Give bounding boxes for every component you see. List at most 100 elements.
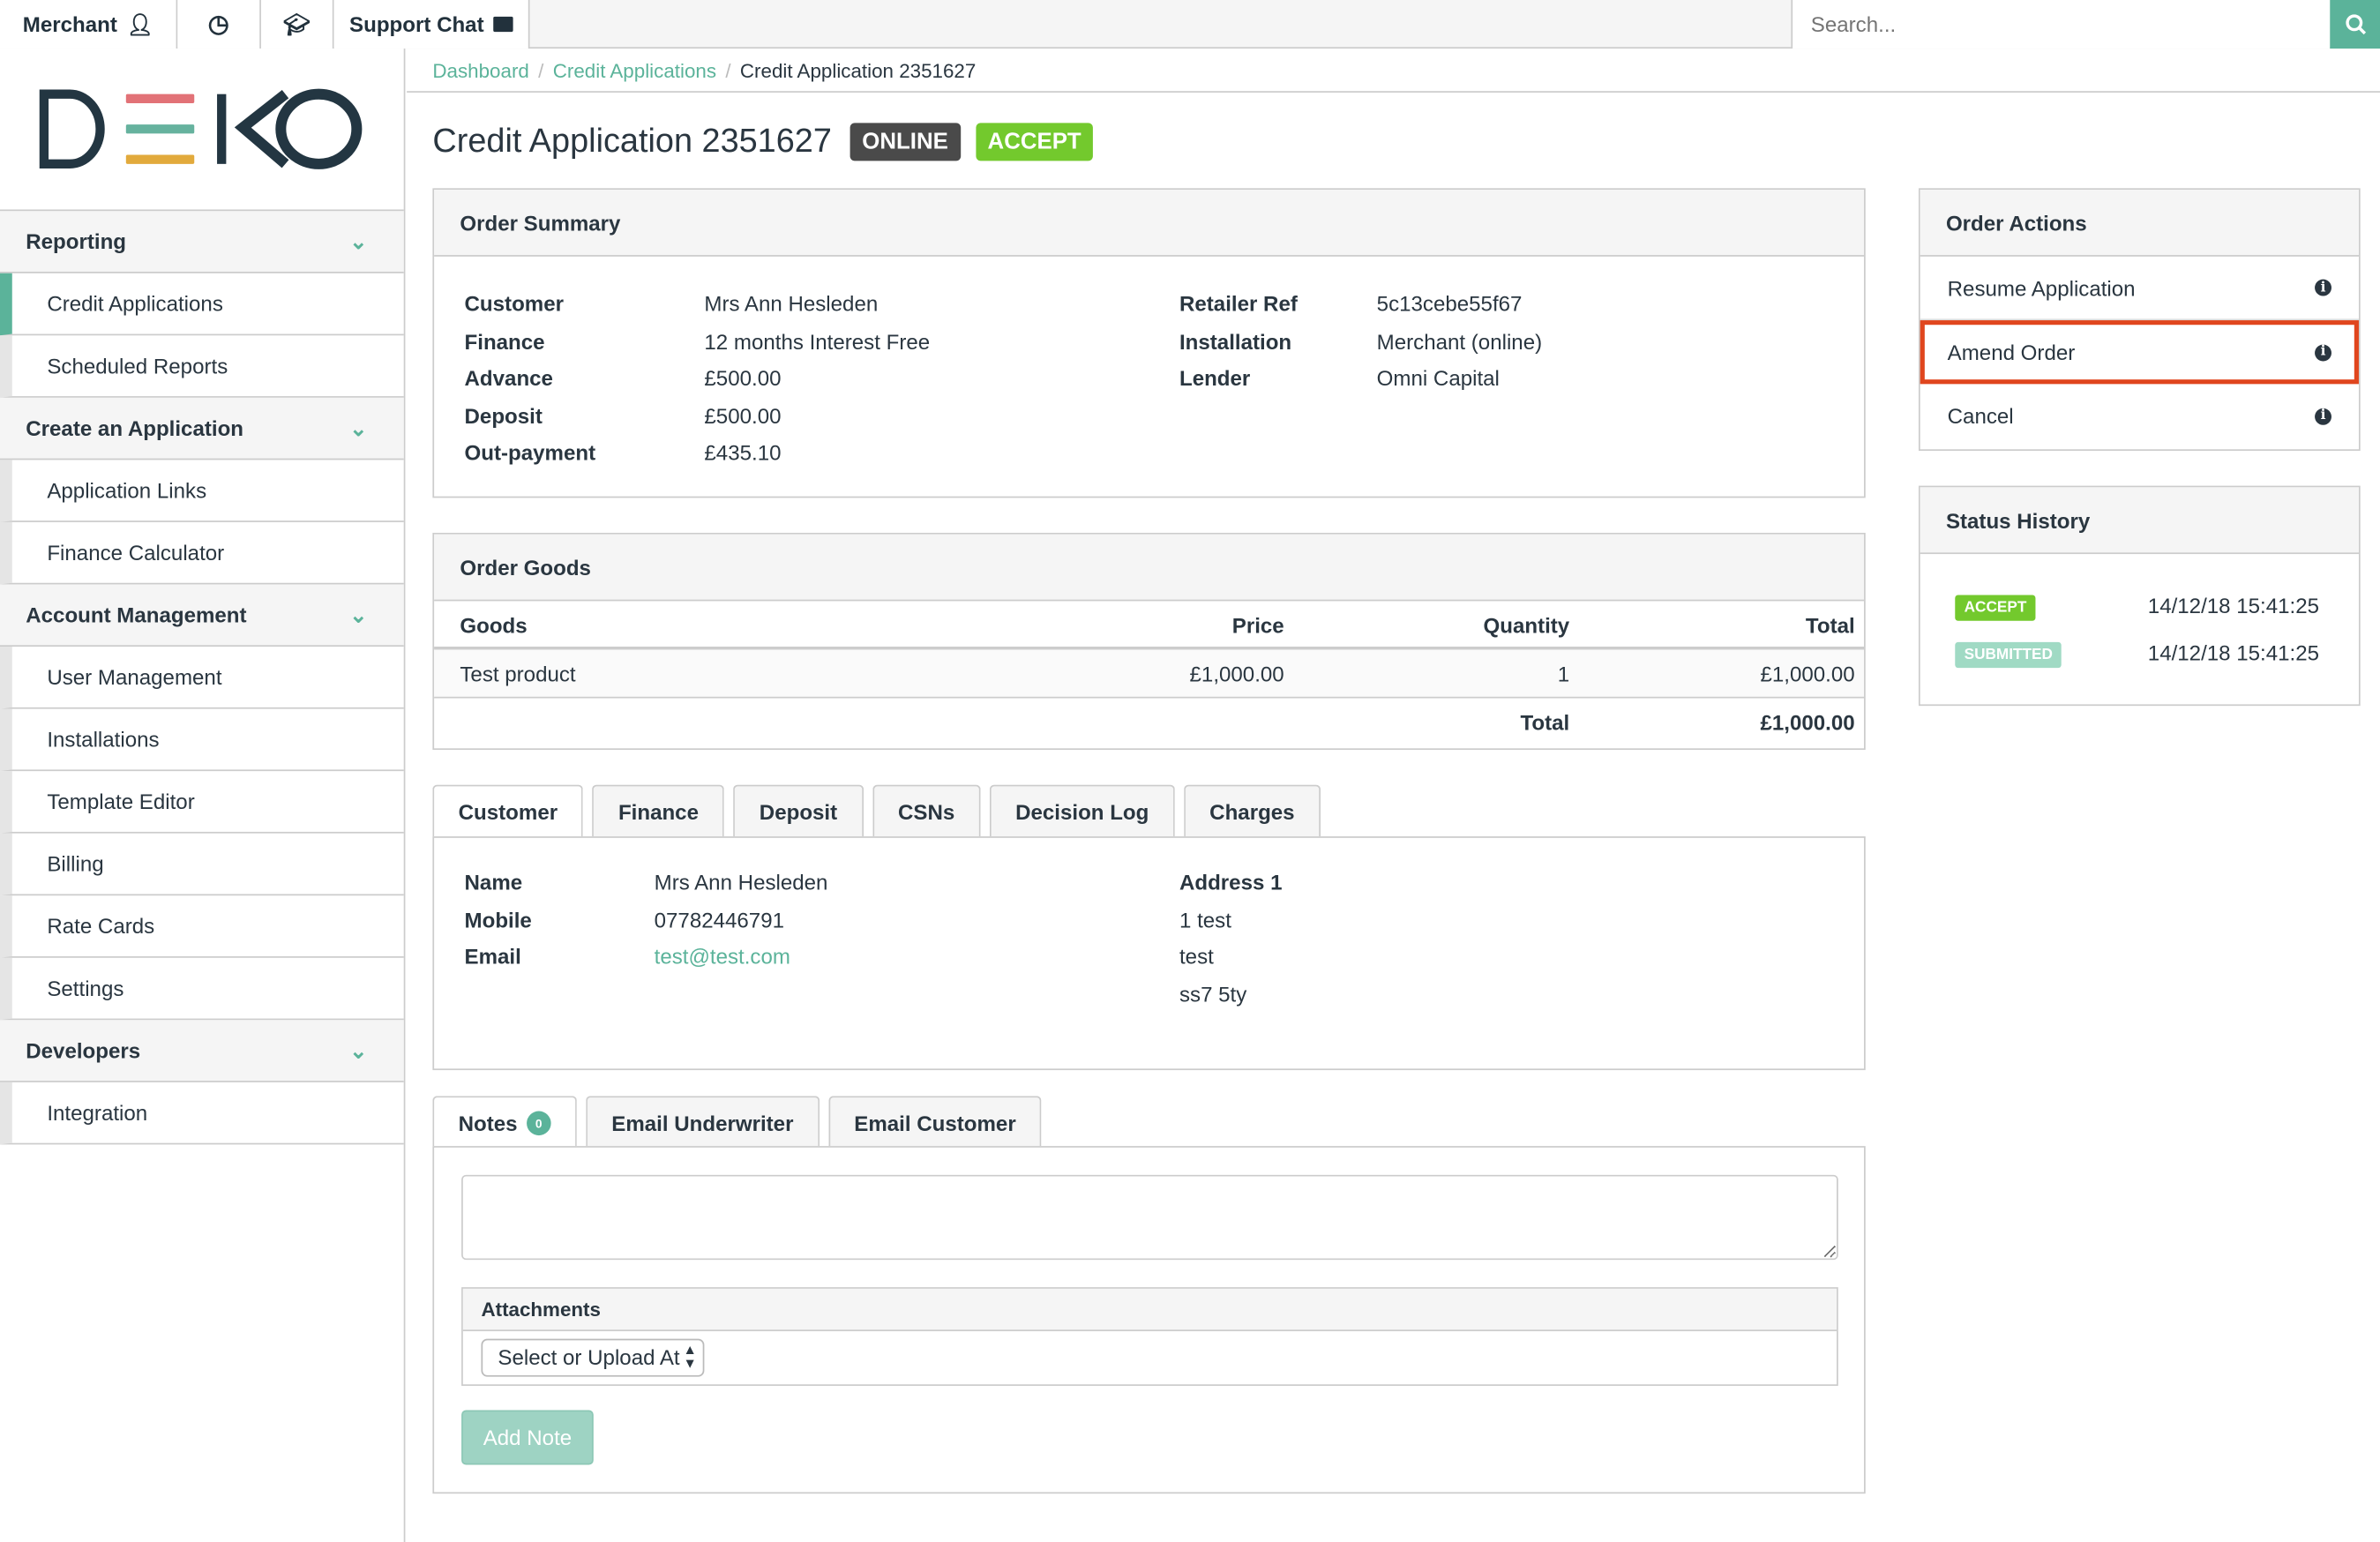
customer-panel: Name Mobile Email Mrs Ann Hesleden 07782446… bbox=[432, 836, 1866, 1071]
col-quantity: Quantity bbox=[1483, 613, 1570, 638]
status-history-entry: ACCEPT 14/12/18 15:41:25 bbox=[1955, 592, 2334, 625]
tab-notes[interactable]: Notes 0 bbox=[432, 1096, 577, 1149]
total-label: Total bbox=[1520, 710, 1570, 735]
tab-email-underwriter[interactable]: Email Underwriter bbox=[586, 1096, 820, 1148]
field-label: Lender bbox=[1179, 365, 1251, 391]
field-value: £435.10 bbox=[704, 440, 782, 465]
tab-decision-log[interactable]: Decision Log bbox=[989, 784, 1175, 837]
online-badge: ONLINE bbox=[849, 122, 961, 161]
field-value: 5c13cebe55f67 bbox=[1376, 291, 1523, 316]
field-value: £500.00 bbox=[704, 402, 782, 428]
email-link[interactable]: test@test.com bbox=[654, 944, 790, 969]
deko-logo[interactable] bbox=[0, 49, 404, 212]
col-price: Price bbox=[1231, 613, 1284, 638]
select-arrows-icon: ▲ ▼ bbox=[683, 1342, 697, 1371]
tab-charges[interactable]: Charges bbox=[1183, 784, 1321, 837]
tab-csns[interactable]: CSNs bbox=[872, 784, 981, 837]
sidebar-item-settings[interactable]: Settings bbox=[0, 957, 404, 1021]
sidebar-item-scheduled-reports[interactable]: Scheduled Reports bbox=[0, 335, 404, 398]
field-value: 07782446791 bbox=[654, 907, 785, 932]
history-button[interactable]: ◷ bbox=[177, 0, 261, 49]
merchant-menu[interactable]: Merchant 👤︎ bbox=[0, 0, 178, 49]
info-icon[interactable]: i bbox=[2315, 279, 2331, 296]
support-chat-button[interactable]: Support Chat bbox=[333, 0, 530, 49]
sidebar-section-reporting[interactable]: Reporting ⌄ bbox=[0, 211, 404, 273]
order-actions-title: Order Actions bbox=[1920, 190, 2359, 257]
status-time: 14/12/18 15:41:25 bbox=[2147, 593, 2320, 618]
sidebar-item-billing[interactable]: Billing bbox=[0, 833, 404, 896]
address-line: ss7 5ty bbox=[1179, 981, 1247, 1006]
action-cancel[interactable]: Cancel i bbox=[1920, 384, 2359, 447]
clock-icon: ◷ bbox=[207, 11, 229, 39]
sidebar-item-rate-cards[interactable]: Rate Cards bbox=[0, 895, 404, 958]
sidebar-section-create-an-application[interactable]: Create an Application ⌄ bbox=[0, 397, 404, 460]
status-history-title: Status History bbox=[1920, 487, 2359, 555]
field-value: Merchant (online) bbox=[1376, 328, 1543, 354]
graduation-cap-icon: 🎓︎ bbox=[283, 11, 311, 36]
breadcrumb-credit-applications[interactable]: Credit Applications bbox=[552, 58, 717, 82]
attachments-select[interactable]: Select or Upload At ▲ ▼ bbox=[481, 1338, 705, 1377]
chevron-down-icon: ⌄ bbox=[349, 228, 368, 253]
tab-deposit[interactable]: Deposit bbox=[733, 784, 864, 837]
status-badge: ACCEPT bbox=[1955, 595, 2036, 621]
notes-tabs: Notes 0 Email Underwriter Email Customer bbox=[432, 1096, 1042, 1149]
add-note-button[interactable]: Add Note bbox=[461, 1410, 594, 1465]
field-label: Deposit bbox=[464, 402, 543, 428]
sidebar-item-credit-applications[interactable]: Credit Applications bbox=[0, 273, 404, 336]
note-textarea[interactable] bbox=[461, 1174, 1838, 1261]
sidebar-item-finance-calculator[interactable]: Finance Calculator bbox=[0, 521, 404, 585]
action-amend-order[interactable]: Amend Order i bbox=[1920, 320, 2359, 385]
action-resume-application[interactable]: Resume Application i bbox=[1920, 257, 2359, 321]
field-value: Mrs Ann Hesleden bbox=[654, 869, 828, 895]
page-header: Credit Application 2351627 ONLINE ACCEPT bbox=[432, 122, 1094, 161]
accept-badge: ACCEPT bbox=[975, 122, 1094, 161]
field-label: Customer bbox=[464, 291, 564, 316]
chevron-down-icon: ⌄ bbox=[349, 602, 368, 626]
field-label: Name bbox=[464, 869, 523, 895]
status-time: 14/12/18 15:41:25 bbox=[2147, 640, 2320, 665]
order-summary-title: Order Summary bbox=[434, 190, 1865, 257]
field-label: Out-payment bbox=[464, 440, 596, 465]
sidebar-item-integration[interactable]: Integration bbox=[0, 1082, 404, 1145]
field-value: Mrs Ann Hesleden bbox=[704, 291, 879, 316]
tab-finance[interactable]: Finance bbox=[592, 784, 725, 837]
search-input[interactable] bbox=[1791, 0, 2331, 49]
breadcrumb-current: Credit Application 2351627 bbox=[739, 58, 977, 82]
sidebar-item-installations[interactable]: Installations bbox=[0, 708, 404, 772]
sidebar-section-account-management[interactable]: Account Management ⌄ bbox=[0, 584, 404, 647]
address-line: test bbox=[1179, 944, 1214, 969]
customer-tabs: Customer Finance Deposit CSNs Decision Log Ch… bbox=[432, 784, 1321, 838]
info-icon[interactable]: i bbox=[2315, 343, 2331, 361]
breadcrumb-dashboard[interactable]: Dashboard bbox=[432, 58, 529, 82]
breadcrumb: Dashboard / Credit Applications / Credit A… bbox=[407, 49, 2380, 93]
field-value: 12 months Interest Free bbox=[704, 328, 931, 354]
status-history-entry: SUBMITTED 14/12/18 15:41:25 bbox=[1955, 639, 2334, 672]
order-actions-panel: Order Actions Resume Application i Amend O… bbox=[1918, 188, 2361, 452]
goods-header-row: Goods Price Quantity Total bbox=[434, 601, 1865, 650]
order-goods-title: Order Goods bbox=[434, 534, 1865, 602]
tab-customer[interactable]: Customer bbox=[432, 784, 584, 838]
order-summary-panel: Order Summary Customer Finance Advance Depo… bbox=[432, 188, 1866, 498]
field-value: Omni Capital bbox=[1376, 365, 1500, 391]
address-label: Address 1 bbox=[1179, 869, 1283, 895]
info-icon[interactable]: i bbox=[2315, 408, 2331, 424]
chevron-down-icon: ⌄ bbox=[349, 415, 368, 440]
field-label: Retailer Ref bbox=[1179, 291, 1298, 316]
training-button[interactable]: 🎓︎ bbox=[260, 0, 334, 49]
tab-email-customer[interactable]: Email Customer bbox=[828, 1096, 1042, 1148]
sidebar-item-template-editor[interactable]: Template Editor bbox=[0, 771, 404, 834]
quantity-cell: 1 bbox=[1557, 662, 1570, 686]
search-button[interactable] bbox=[2330, 0, 2380, 49]
sidebar-item-application-links[interactable]: Application Links bbox=[0, 460, 404, 522]
field-label: Installation bbox=[1179, 328, 1292, 354]
chat-icon bbox=[492, 16, 513, 33]
user-icon: 👤︎ bbox=[126, 11, 153, 36]
address-line: 1 test bbox=[1179, 907, 1231, 932]
sidebar-item-user-management[interactable]: User Management bbox=[0, 647, 404, 709]
chevron-down-icon: ⌄ bbox=[349, 1037, 368, 1062]
total-value: £1,000.00 bbox=[1760, 710, 1855, 735]
table-row: Test product £1,000.00 1 £1,000.00 bbox=[434, 649, 1865, 699]
total-cell: £1,000.00 bbox=[1760, 662, 1855, 686]
goods-total-row: Total £1,000.00 bbox=[434, 699, 1864, 747]
sidebar-section-developers[interactable]: Developers ⌄ bbox=[0, 1020, 404, 1082]
